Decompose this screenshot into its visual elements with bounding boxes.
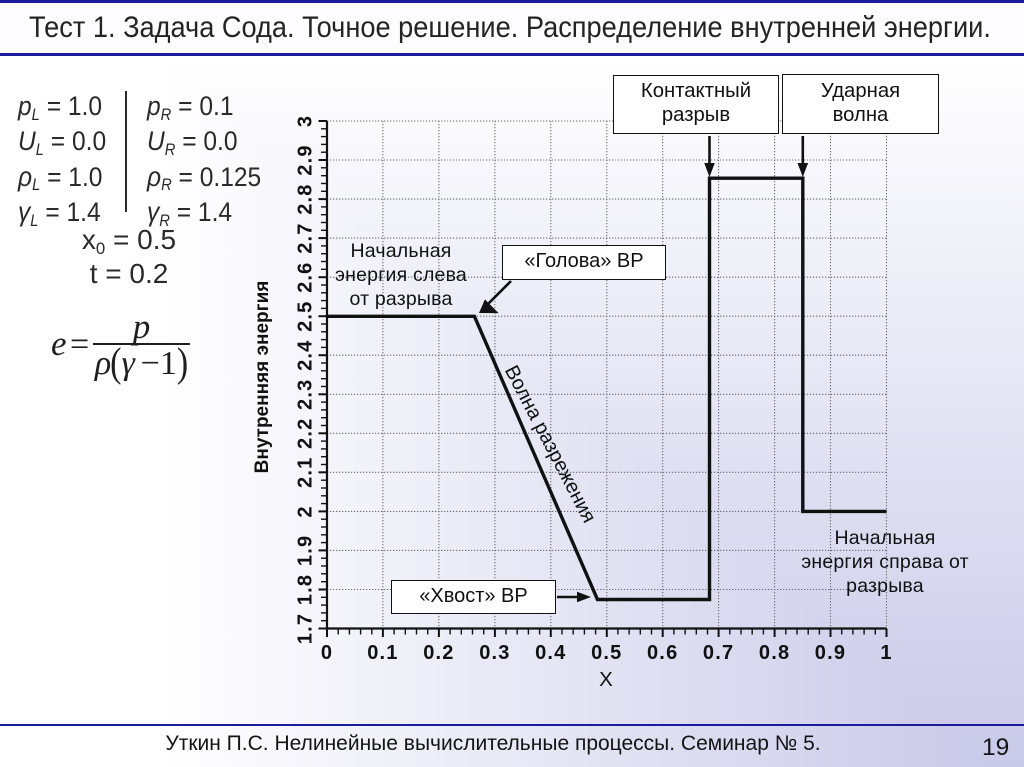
- svg-text:2.5: 2.5: [295, 300, 317, 331]
- svg-text:0.9: 0.9: [815, 642, 846, 664]
- svg-text:0.8: 0.8: [759, 642, 790, 664]
- svg-text:0: 0: [321, 642, 333, 664]
- svg-text:1.8: 1.8: [295, 574, 317, 605]
- svg-text:1: 1: [880, 642, 892, 664]
- svg-text:2.6: 2.6: [295, 261, 317, 292]
- svg-text:0.6: 0.6: [647, 642, 678, 664]
- svg-text:3: 3: [295, 115, 317, 127]
- svg-text:0.1: 0.1: [367, 642, 398, 664]
- svg-text:X: X: [599, 668, 613, 691]
- svg-text:Внутренняя энергия: Внутренняя энергия: [252, 281, 273, 474]
- svg-text:2.1: 2.1: [295, 457, 317, 488]
- svg-text:2: 2: [295, 505, 317, 517]
- svg-text:2.3: 2.3: [295, 379, 317, 410]
- svg-text:0.7: 0.7: [703, 642, 734, 664]
- svg-text:0.2: 0.2: [423, 642, 454, 664]
- svg-text:2.4: 2.4: [295, 339, 317, 370]
- svg-text:2.7: 2.7: [295, 222, 317, 253]
- svg-text:2.2: 2.2: [295, 418, 317, 449]
- svg-text:2.8: 2.8: [295, 183, 317, 214]
- svg-text:2.9: 2.9: [295, 144, 317, 175]
- svg-text:0.5: 0.5: [591, 642, 622, 664]
- svg-text:1.7: 1.7: [295, 613, 317, 644]
- svg-text:1.9: 1.9: [295, 535, 317, 566]
- svg-text:0.4: 0.4: [535, 642, 566, 664]
- svg-text:0.3: 0.3: [479, 642, 510, 664]
